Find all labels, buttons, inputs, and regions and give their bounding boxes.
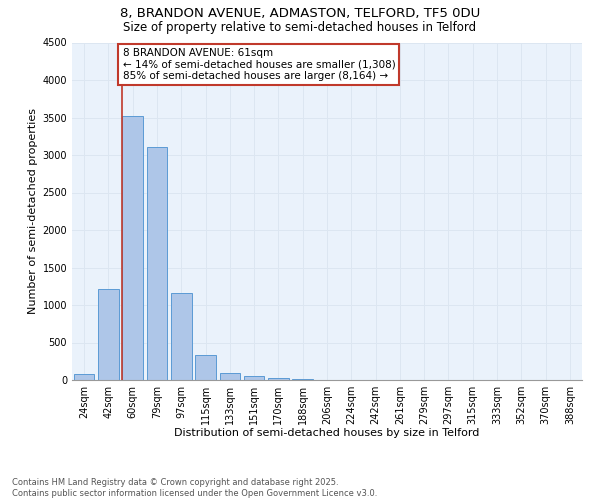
Bar <box>98 288 119 380</box>
Bar <box>244 376 265 380</box>
Bar <box>292 379 313 380</box>
Bar <box>268 378 289 380</box>
Bar <box>146 147 167 380</box>
Bar <box>122 116 143 380</box>
Text: Contains HM Land Registry data © Crown copyright and database right 2025.
Contai: Contains HM Land Registry data © Crown c… <box>12 478 377 498</box>
Y-axis label: Number of semi-detached properties: Number of semi-detached properties <box>28 108 38 314</box>
Bar <box>171 293 191 380</box>
Bar <box>195 354 216 380</box>
Text: Size of property relative to semi-detached houses in Telford: Size of property relative to semi-detach… <box>124 21 476 34</box>
Text: 8 BRANDON AVENUE: 61sqm
← 14% of semi-detached houses are smaller (1,308)
85% of: 8 BRANDON AVENUE: 61sqm ← 14% of semi-de… <box>122 48 395 81</box>
Bar <box>74 374 94 380</box>
Text: 8, BRANDON AVENUE, ADMASTON, TELFORD, TF5 0DU: 8, BRANDON AVENUE, ADMASTON, TELFORD, TF… <box>120 8 480 20</box>
Bar <box>220 372 240 380</box>
X-axis label: Distribution of semi-detached houses by size in Telford: Distribution of semi-detached houses by … <box>175 428 479 438</box>
